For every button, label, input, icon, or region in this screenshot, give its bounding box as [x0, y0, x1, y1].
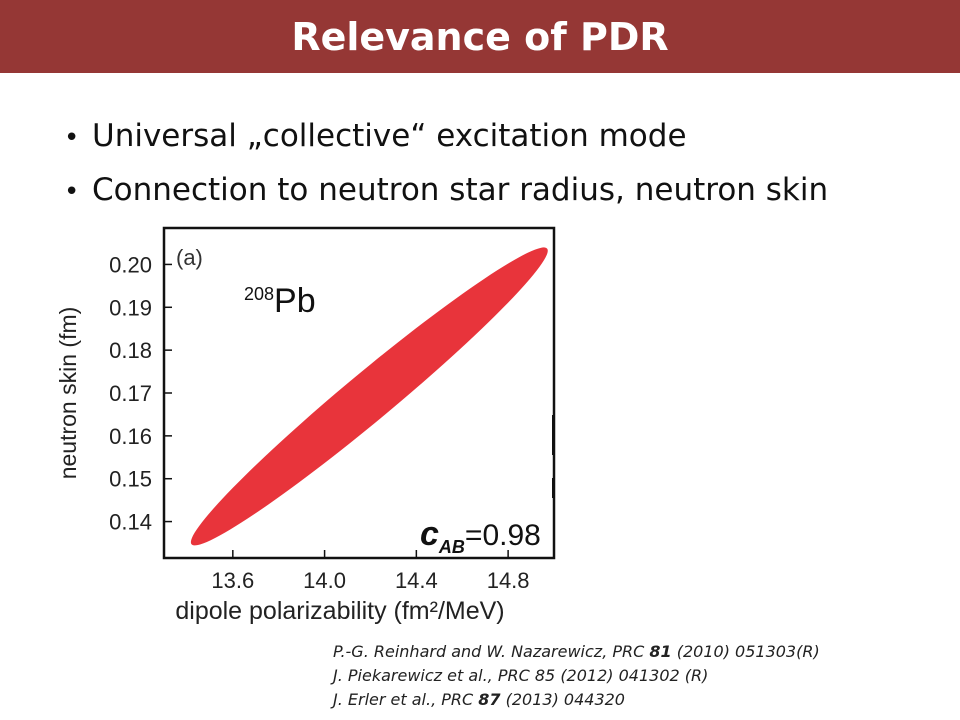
reference-line: J. Erler et al., PRC 87 (2013) 044320: [333, 690, 625, 709]
x-tick-label: 14.0: [303, 568, 346, 593]
y-tick-label: 0.20: [109, 252, 152, 277]
y-tick-label: 0.16: [109, 424, 152, 449]
correlation-subscript: AB: [438, 537, 465, 557]
correlation-symbol: c: [420, 515, 439, 553]
reference-line: P.-G. Reinhard and W. Nazarewicz, PRC 81…: [333, 642, 820, 661]
correlation-ellipse: [190, 247, 548, 546]
correlation-label: cAB=0.98: [420, 515, 541, 557]
x-tick-label: 14.4: [395, 568, 438, 593]
y-tick-label: 0.19: [109, 295, 152, 320]
slide-title: Relevance of PDR: [291, 14, 669, 59]
volume-number: 81: [649, 642, 672, 661]
bullet-text: Connection to neutron star radius, neutr…: [92, 172, 829, 208]
correlation-chart: 13.6 14.0 14.4 14.8 0.14 0.15 0.16 0.17 0.18 0.19…: [55, 226, 556, 625]
y-axis-label: neutron skin (fm): [55, 307, 81, 480]
x-axis-label: dipole polarizability (fm²/MeV): [175, 597, 504, 625]
region-layer: [190, 247, 548, 546]
bullet-dot-icon: •: [64, 123, 80, 153]
tick-layer: 13.6 14.0 14.4 14.8 0.14 0.15 0.16 0.17 0.18 0.19…: [109, 252, 529, 593]
nucleus-label: 208Pb: [244, 282, 316, 320]
y-tick-label: 0.14: [109, 510, 152, 535]
volume-number: 87: [478, 690, 501, 709]
bullet-item: • Universal „collective“ excitation mode: [64, 110, 828, 164]
bullet-item: • Connection to neutron star radius, neut…: [64, 164, 828, 218]
y-tick-label: 0.15: [109, 467, 152, 492]
nucleus-mass: 208: [244, 284, 274, 304]
panel-label: (a): [176, 245, 203, 270]
x-tick-label: 13.6: [211, 568, 254, 593]
correlation-value: =0.98: [465, 519, 541, 552]
y-tick-label: 0.18: [109, 338, 152, 363]
bullet-dot-icon: •: [64, 177, 80, 207]
title-bar: Relevance of PDR: [0, 0, 960, 73]
bullet-list: • Universal „collective“ excitation mode …: [64, 110, 828, 218]
references: P.-G. Reinhard and W. Nazarewicz, PRC 81…: [333, 640, 820, 712]
nucleus-symbol: Pb: [274, 282, 316, 320]
bullet-text: Universal „collective“ excitation mode: [92, 118, 687, 154]
x-tick-label: 14.8: [487, 568, 530, 593]
reference-line: J. Piekarewicz et al., PRC 85 (2012) 041…: [333, 666, 709, 685]
y-tick-label: 0.17: [109, 381, 152, 406]
